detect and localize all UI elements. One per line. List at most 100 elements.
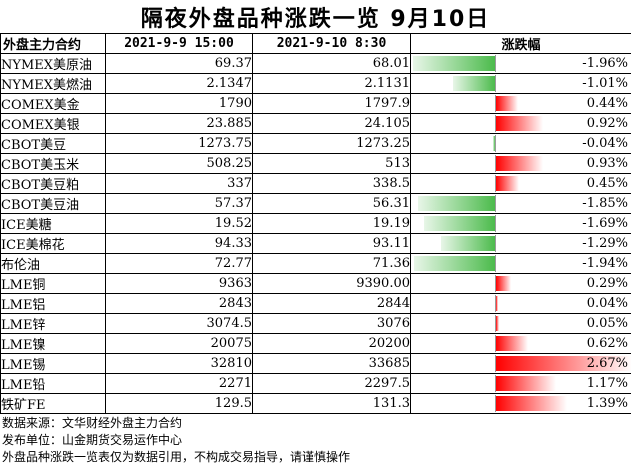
curr-price: 93.11: [252, 233, 411, 254]
table-row: NYMEX美原油 69.37 68.01 -1.96%: [0, 53, 631, 74]
header-prev: 2021-9-9 15:00: [105, 33, 253, 54]
table-row: ICE美糖 19.52 19.19 -1.69%: [0, 213, 631, 234]
contract-name: NYMEX美原油: [0, 53, 106, 74]
curr-price: 33685: [252, 353, 411, 374]
table-row: LME镍 20075 20200 0.62%: [0, 333, 631, 354]
table-row: LME铜 9363 9390.00 0.29%: [0, 273, 631, 294]
table-row: ICE美棉花 94.33 93.11 -1.29%: [0, 233, 631, 254]
positive-change-bar: [496, 296, 498, 311]
table-row: LME锡 32810 33685 2.67%: [0, 353, 631, 374]
footer-publisher: 发布单位：山金期货交易运作中心: [2, 433, 183, 447]
curr-price: 338.5: [252, 173, 411, 194]
zero-axis: [495, 255, 496, 272]
contract-name: LME铅: [0, 373, 106, 394]
contract-name: 布伦油: [0, 253, 106, 274]
negative-change-bar: [493, 136, 495, 151]
change-cell: 0.92%: [410, 113, 631, 134]
change-percent: -1.29%: [582, 236, 628, 251]
change-percent: -1.69%: [582, 216, 628, 231]
contract-name: COMEX美金: [0, 93, 106, 114]
change-percent: 0.62%: [586, 336, 628, 351]
change-cell: 2.67%: [410, 353, 631, 374]
curr-price: 1273.25: [252, 133, 411, 154]
change-percent: 1.17%: [586, 376, 628, 391]
zero-axis: [495, 115, 496, 132]
negative-change-bar: [414, 256, 495, 271]
prev-price: 94.33: [105, 233, 253, 254]
prev-price: 3074.5: [105, 313, 253, 334]
zero-axis: [495, 235, 496, 252]
table-row: CBOT美豆粕 337 338.5 0.45%: [0, 173, 631, 194]
table-row: LME铅 2271 2297.5 1.17%: [0, 373, 631, 394]
change-cell: 0.93%: [410, 153, 631, 174]
prev-price: 20075: [105, 333, 253, 354]
change-percent: 1.39%: [586, 396, 628, 411]
change-cell: -1.94%: [410, 253, 631, 274]
change-cell: 1.39%: [410, 393, 631, 414]
curr-price: 2297.5: [252, 373, 411, 394]
contract-name: CBOT美豆油: [0, 193, 106, 214]
zero-axis: [495, 395, 496, 412]
change-cell: -1.01%: [410, 73, 631, 94]
change-percent: -1.01%: [582, 76, 628, 91]
zero-axis: [495, 215, 496, 232]
positive-change-bar: [496, 336, 528, 351]
contract-name: LME铜: [0, 273, 106, 294]
contract-name: 铁矿FE: [0, 393, 106, 414]
zero-axis: [495, 315, 496, 332]
change-cell: -1.85%: [410, 193, 631, 214]
change-percent: 2.67%: [586, 356, 628, 371]
table-header-row: 外盘主力合约 2021-9-9 15:00 2021-9-10 8:30 涨跌幅: [0, 33, 631, 54]
zero-axis: [495, 335, 496, 352]
negative-change-bar: [418, 196, 495, 211]
table-row: 铁矿FE 129.5 131.3 1.39%: [0, 393, 631, 414]
zero-axis: [495, 375, 496, 392]
zero-axis: [495, 175, 496, 192]
change-percent: 0.45%: [586, 176, 628, 191]
change-cell: 0.04%: [410, 293, 631, 314]
contract-name: ICE美棉花: [0, 233, 106, 254]
table-row: COMEX美金 1790 1797.9 0.44%: [0, 93, 631, 114]
curr-price: 68.01: [252, 53, 411, 74]
negative-change-bar: [453, 76, 495, 91]
change-cell: -1.29%: [410, 233, 631, 254]
change-cell: -1.96%: [410, 53, 631, 74]
change-cell: 0.29%: [410, 273, 631, 294]
contract-name: LME锌: [0, 313, 106, 334]
change-percent: 0.93%: [586, 156, 628, 171]
contract-name: COMEX美银: [0, 113, 106, 134]
contract-name: LME镍: [0, 333, 106, 354]
curr-price: 20200: [252, 333, 411, 354]
table-row: CBOT美玉米 508.25 513 0.93%: [0, 153, 631, 174]
positive-change-bar: [496, 356, 631, 371]
contract-name: CBOT美豆粕: [0, 173, 106, 194]
prev-price: 337: [105, 173, 253, 194]
prev-price: 1790: [105, 93, 253, 114]
curr-price: 24.105: [252, 113, 411, 134]
zero-axis: [495, 55, 496, 72]
curr-price: 71.36: [252, 253, 411, 274]
contract-name: CBOT美玉米: [0, 153, 106, 174]
table-row: CBOT美豆 1273.75 1273.25 -0.04%: [0, 133, 631, 154]
positive-change-bar: [496, 96, 518, 111]
change-percent: 0.29%: [586, 276, 628, 291]
zero-axis: [495, 95, 496, 112]
prev-price: 9363: [105, 273, 253, 294]
change-percent: -1.85%: [582, 196, 628, 211]
quote-table: 外盘主力合约 2021-9-9 15:00 2021-9-10 8:30 涨跌幅…: [0, 33, 631, 414]
zero-axis: [495, 295, 496, 312]
change-percent: 0.44%: [586, 96, 628, 111]
header-name: 外盘主力合约: [0, 33, 106, 54]
change-cell: -0.04%: [410, 133, 631, 154]
curr-price: 2.1131: [252, 73, 411, 94]
prev-price: 129.5: [105, 393, 253, 414]
change-percent: -1.94%: [582, 256, 628, 271]
zero-axis: [495, 155, 496, 172]
footer-disclaimer: 外盘品种涨跌一览表仅为数据引用，不构成交易指导，请谨慎操作: [2, 450, 351, 464]
change-percent: -0.04%: [582, 136, 628, 151]
change-percent: 0.92%: [586, 116, 628, 131]
curr-price: 513: [252, 153, 411, 174]
negative-change-bar: [441, 236, 495, 251]
prev-price: 2.1347: [105, 73, 253, 94]
curr-price: 19.19: [252, 213, 411, 234]
